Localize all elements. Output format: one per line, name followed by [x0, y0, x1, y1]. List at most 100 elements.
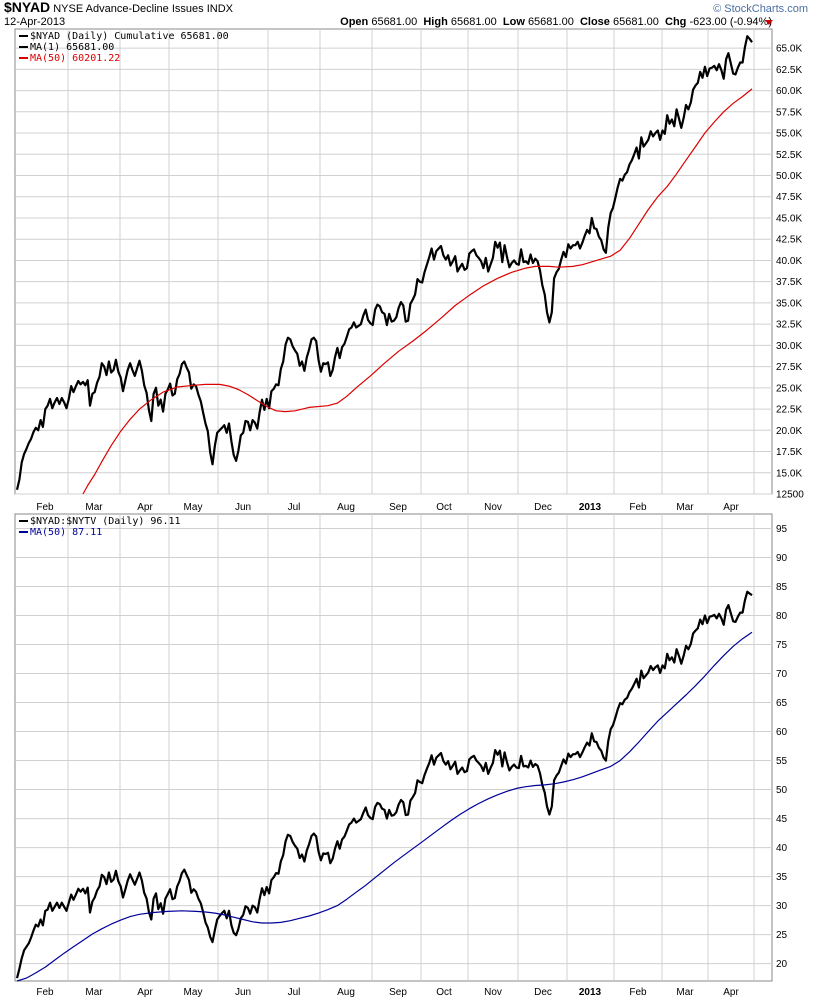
symbol-label: $NYAD — [4, 0, 51, 15]
y-tick-label: 52.5K — [776, 150, 802, 161]
ohlc-readout: Open 65681.00 High 65681.00 Low 65681.00… — [340, 16, 772, 29]
x-tick-label: Jul — [288, 987, 301, 998]
x-tick-label: Mar — [85, 987, 103, 998]
x-tick-label: Apr — [137, 502, 153, 513]
y-tick-label: 22.5K — [776, 405, 802, 416]
symbol-name: NYSE Advance-Decline Issues — [53, 3, 204, 15]
legend-entry: MA(50) 87.11 — [30, 527, 102, 538]
chg-label: Chg — [665, 16, 687, 28]
y-tick-label: 15.0K — [776, 468, 802, 479]
x-tick-label: Nov — [484, 502, 502, 513]
series-line--nyad-nytv — [15, 590, 753, 979]
y-tick-label: 65.0K — [776, 44, 802, 55]
y-tick-label: 85 — [776, 582, 788, 593]
y-tick-label: 62.5K — [776, 65, 802, 76]
y-tick-label: 30 — [776, 901, 788, 912]
x-tick-label: Feb — [36, 502, 54, 513]
y-tick-label: 55.0K — [776, 129, 802, 140]
x-tick-label: Aug — [337, 502, 355, 513]
chg-value: -623.00 (-0.94%) — [689, 16, 772, 28]
y-tick-label: 60.0K — [776, 86, 802, 97]
legend-entry: $NYAD (Daily) Cumulative 65681.00 — [30, 31, 229, 42]
series-line-ma-50- — [16, 631, 753, 982]
y-tick-label: 57.5K — [776, 107, 802, 118]
y-tick-label: 20.0K — [776, 426, 802, 437]
x-tick-label: Apr — [137, 987, 153, 998]
x-tick-label: Feb — [629, 502, 647, 513]
chart-panel-2: 20 25 30 35 40 45 50 55 60 65 70 75 80 85 90 95 Feb Mar Ap… — [14, 513, 788, 998]
x-tick-label: Jul — [288, 502, 301, 513]
x-tick-label: Oct — [436, 987, 452, 998]
y-tick-label: 60 — [776, 727, 788, 738]
x-tick-label: Mar — [676, 987, 694, 998]
y-tick-label: 35 — [776, 872, 788, 883]
x-tick-label: Apr — [723, 987, 739, 998]
panel-frame — [14, 513, 773, 982]
x-tick-label: Oct — [436, 502, 452, 513]
x-tick-label: May — [184, 502, 203, 513]
y-tick-label: 25 — [776, 930, 788, 941]
open-label: Open — [340, 16, 369, 28]
high-label: High — [423, 16, 448, 28]
x-tick-label: Mar — [85, 502, 103, 513]
y-tick-label: 35.0K — [776, 298, 802, 309]
y-tick-label: 12500 — [776, 490, 804, 501]
y-tick-label: 20 — [776, 959, 788, 970]
x-tick-label: Nov — [484, 987, 502, 998]
y-tick-label: 27.5K — [776, 362, 802, 373]
chart-header-line: $NYAD NYSE Advance-Decline Issues INDX — [4, 0, 233, 16]
x-tick-label: Apr — [723, 502, 739, 513]
y-tick-label: 37.5K — [776, 277, 802, 288]
legend-entry: MA(50) 60201.22 — [30, 53, 120, 64]
chart-panel-1: 12500 15.0K 17.5K 20.0K 22.5K 25.0K 27.5K 30.0K… — [14, 28, 804, 513]
x-tick-label: Feb — [629, 987, 647, 998]
low-value: 65681.00 — [527, 16, 574, 28]
close-label: Close — [579, 16, 610, 28]
x-tick-label: Dec — [534, 987, 552, 998]
series-line--nyad — [15, 35, 753, 491]
x-tick-label: Jun — [235, 987, 251, 998]
y-tick-label: 50.0K — [776, 171, 802, 182]
y-tick-label: 75 — [776, 640, 788, 651]
watermark: © StockCharts.com — [713, 3, 808, 15]
y-tick-label: 30.0K — [776, 341, 802, 352]
x-tick-label: Jun — [235, 502, 251, 513]
y-tick-label: 42.5K — [776, 235, 802, 246]
series-line-ma-50- — [82, 88, 753, 495]
y-tick-label: 95 — [776, 524, 788, 535]
x-tick-label: Dec — [534, 502, 552, 513]
y-tick-label: 40 — [776, 843, 788, 854]
x-tick-label: Feb — [36, 987, 54, 998]
chart-date: 12-Apr-2013 — [4, 16, 66, 28]
y-tick-label: 80 — [776, 611, 788, 622]
y-tick-label: 90 — [776, 553, 788, 564]
x-tick-label: 2013 — [579, 987, 602, 998]
panel-frame — [14, 28, 773, 495]
y-tick-label: 47.5K — [776, 192, 802, 203]
exchange-label: INDX — [206, 3, 233, 15]
low-label: Low — [502, 16, 525, 28]
x-tick-label: 2013 — [579, 502, 602, 513]
y-tick-label: 65 — [776, 698, 788, 709]
x-tick-label: Mar — [676, 502, 694, 513]
x-tick-label: May — [184, 987, 203, 998]
y-tick-label: 17.5K — [776, 447, 802, 458]
down-arrow-icon — [765, 20, 773, 25]
y-tick-label: 50 — [776, 785, 788, 796]
x-tick-label: Sep — [389, 502, 407, 513]
y-tick-label: 55 — [776, 756, 788, 767]
y-tick-label: 40.0K — [776, 256, 802, 267]
open-value: 65681.00 — [371, 16, 418, 28]
y-tick-label: 25.0K — [776, 383, 802, 394]
legend-entry: $NYAD:$NYTV (Daily) 96.11 — [30, 516, 181, 527]
y-tick-label: 32.5K — [776, 320, 802, 331]
close-value: 65681.00 — [612, 16, 659, 28]
high-value: 65681.00 — [450, 16, 497, 28]
y-tick-label: 45 — [776, 814, 788, 825]
x-tick-label: Sep — [389, 987, 407, 998]
y-tick-label: 45.0K — [776, 213, 802, 224]
x-tick-label: Aug — [337, 987, 355, 998]
y-tick-label: 70 — [776, 669, 788, 680]
legend-entry: MA(1) 65681.00 — [30, 42, 114, 53]
